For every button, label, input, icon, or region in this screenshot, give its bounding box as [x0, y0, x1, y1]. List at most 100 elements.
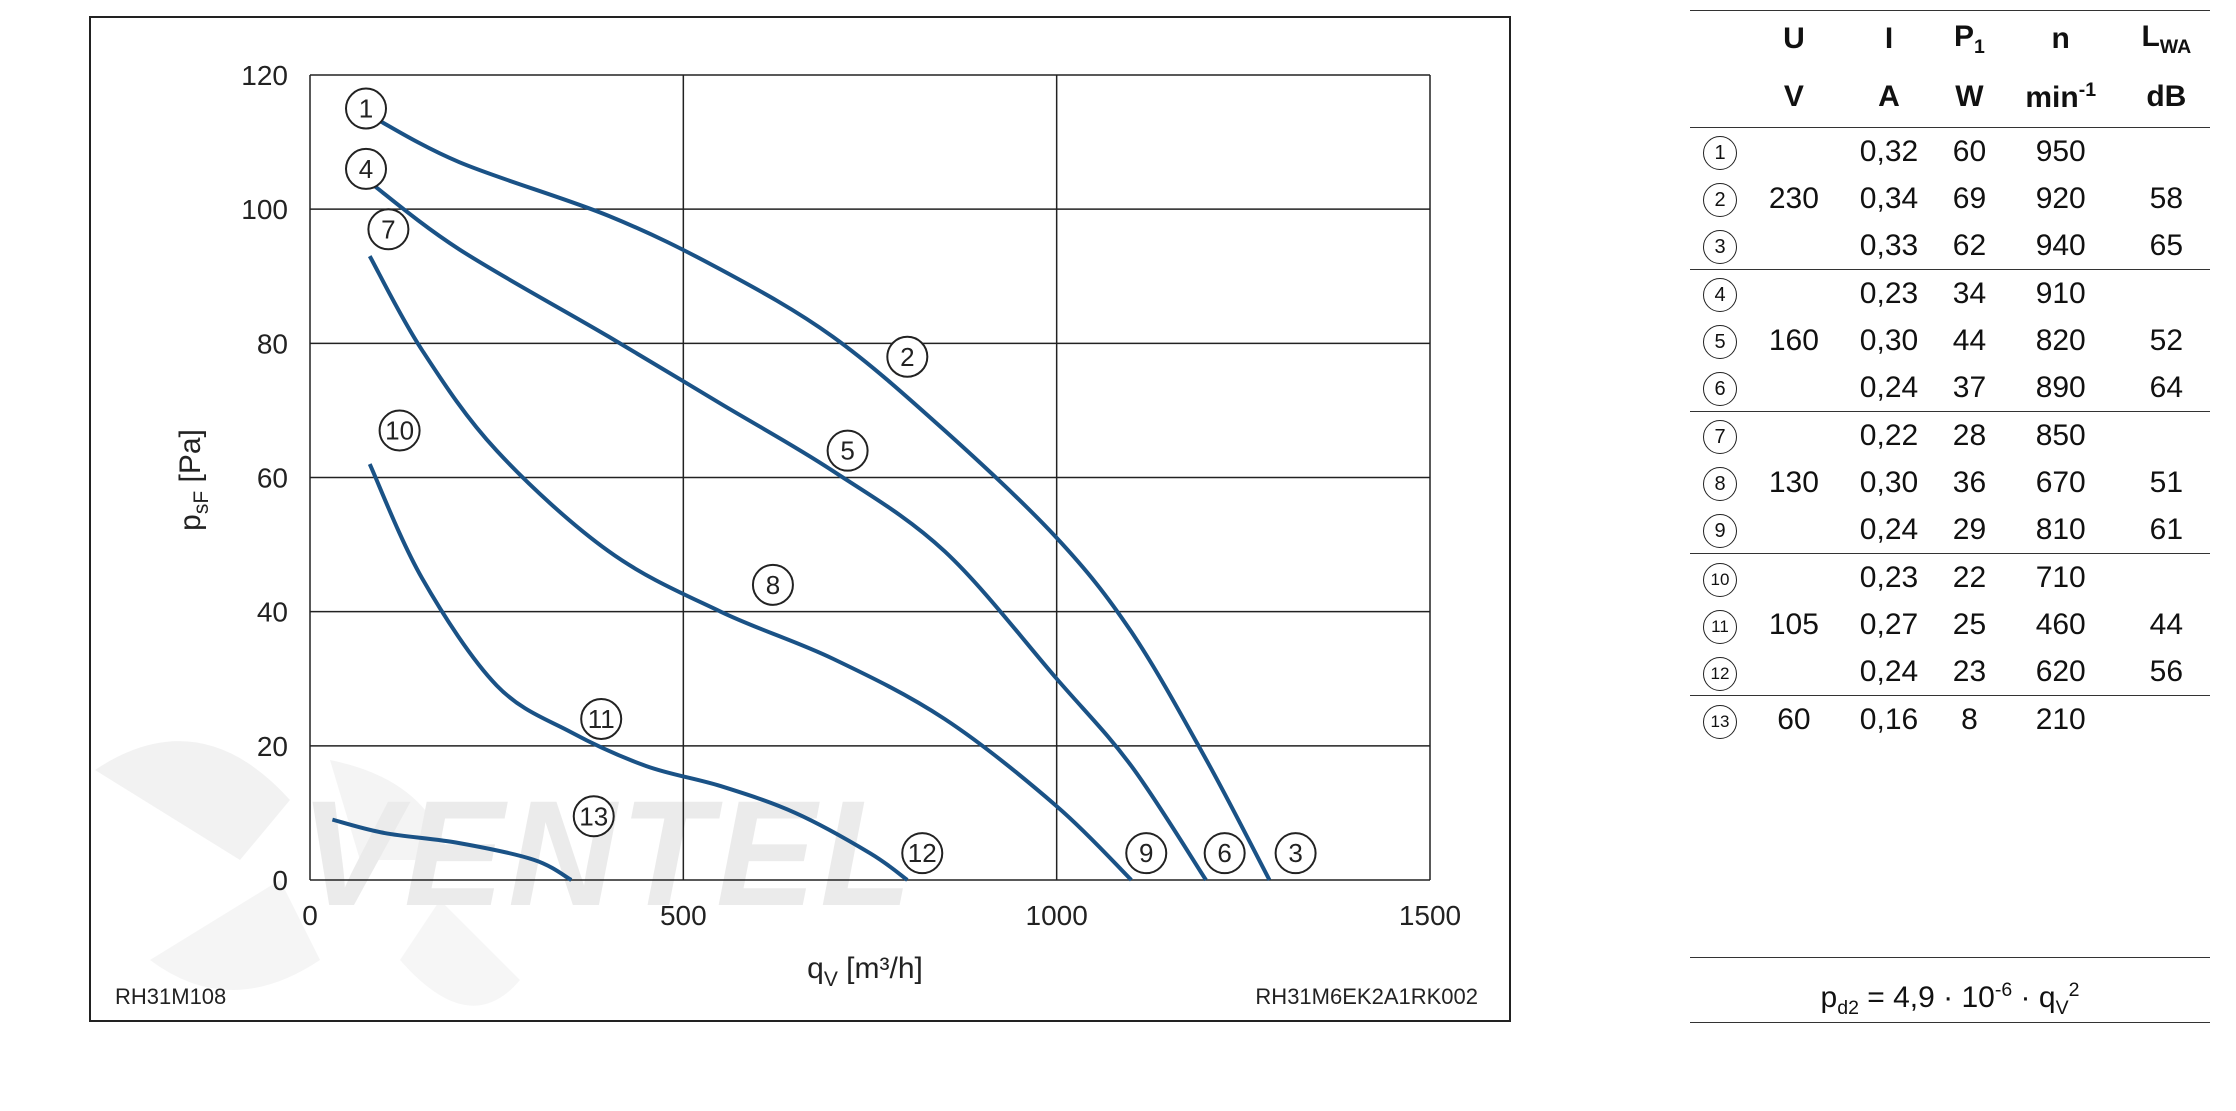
row-sound [2122, 269, 2210, 317]
row-id-circle: 12 [1703, 656, 1737, 691]
row-id-circle: 8 [1703, 467, 1737, 501]
row-speed: 710 [1998, 553, 2123, 601]
row-sound [2122, 553, 2210, 601]
row-power: 60 [1952, 134, 1987, 168]
row-power: 8 [1940, 695, 1999, 743]
curve-label: 7 [367, 208, 410, 251]
row-sound: 61 [2149, 512, 2184, 546]
x-tick-label: 500 [660, 900, 707, 931]
table-row: 8 130 0,30 36 670 51 [1690, 459, 2210, 506]
row-id: 13 [1690, 695, 1750, 743]
row-id-circle: 9 [1703, 514, 1737, 548]
curve-label-circle [901, 832, 944, 875]
row-id: 3 [1690, 222, 1750, 270]
curve-label-text: 13 [579, 801, 608, 831]
curve-label: 12 [901, 832, 944, 875]
row-id-circle: 11 [1703, 609, 1737, 644]
row-power: 36 [1952, 465, 1987, 499]
x-tick-label: 0 [302, 900, 318, 931]
curve-label-text: 3 [1288, 838, 1302, 868]
row-power: 44 [1952, 323, 1987, 357]
curve-label-circle [580, 698, 623, 740]
row-id-circle: 7 [1703, 420, 1737, 454]
chart-area: VENTEL 0 20 40 60 80 100 120 0 500 1000 1500 1 47 10… [89, 16, 1511, 1022]
y-tick-label: 40 [257, 597, 288, 628]
curve-label: 9 [1125, 832, 1168, 875]
y-tick-label: 60 [257, 463, 288, 494]
curve-label: 11 [580, 698, 623, 740]
curve-line-4 [331, 817, 573, 882]
curve-label-circle [345, 147, 387, 190]
table-row: 2 230 0,34 69 920 58 [1690, 175, 2210, 222]
header-i: I [1884, 22, 1894, 55]
row-voltage [1750, 269, 1838, 317]
curve-label-text: 7 [381, 214, 395, 244]
y-tick-label: 100 [241, 194, 288, 225]
row-id: 1 [1690, 128, 1750, 176]
curve-label-circle [1274, 832, 1317, 875]
row-speed: 910 [1998, 269, 2123, 317]
row-voltage [1750, 506, 1838, 554]
table-unit-row: V A W min-1 dB [1690, 67, 2210, 128]
motor-spec-table: U I P1 n LWA V A W min-1 dB 1 0,32 60 950 2 2… [1690, 10, 2210, 743]
row-speed: 810 [2035, 512, 2086, 546]
table-row: 3 0,33 62 940 65 [1690, 222, 2210, 270]
row-sound: 44 [2149, 607, 2184, 641]
row-voltage [1750, 128, 1838, 176]
grid [309, 74, 1431, 881]
x-tick-label: 1500 [1399, 900, 1461, 931]
y-axis-title: psF [Pa] [174, 429, 213, 531]
table-row: 4 0,23 34 910 [1690, 269, 2210, 317]
row-id: 8 [1690, 459, 1750, 506]
curve-label: 8 [751, 563, 794, 606]
row-id: 5 [1690, 317, 1750, 364]
curve-label-text: 10 [385, 416, 414, 446]
row-power: 69 [1952, 181, 1987, 215]
row-current: 0,33 [1859, 228, 1919, 262]
row-power: 62 [1952, 228, 1987, 262]
curve-label-circle [572, 795, 615, 838]
table-row: 5 160 0,30 44 820 52 [1690, 317, 2210, 364]
header-n: n [2051, 22, 2070, 55]
row-voltage: 160 [1768, 323, 1819, 357]
table-row: 10 0,23 22 710 [1690, 553, 2210, 601]
curve-label: 5 [826, 429, 869, 472]
table-body: 1 0,32 60 950 2 230 0,34 69 920 58 3 0,33 62 940 65 4 0,… [1690, 128, 2210, 743]
row-id-circle: 13 [1703, 704, 1737, 739]
table-row: 11 105 0,27 25 460 44 [1690, 601, 2210, 648]
curve-line-1 [368, 180, 1208, 882]
row-power: 23 [1952, 654, 1987, 688]
row-voltage: 60 [1750, 695, 1838, 743]
row-speed: 950 [2035, 134, 2086, 168]
row-speed: 620 [2035, 654, 2086, 688]
row-speed: 820 [2035, 323, 2086, 357]
unit-l: dB [2122, 67, 2210, 128]
row-id-circle: 5 [1703, 325, 1737, 359]
row-id: 2 [1690, 175, 1750, 222]
row-id-circle: 6 [1703, 372, 1737, 406]
row-voltage: 105 [1768, 607, 1819, 641]
header-l: LWA [2141, 19, 2192, 58]
row-id-circle: 4 [1703, 278, 1737, 312]
table-row: 9 0,24 29 810 61 [1690, 506, 2210, 554]
row-id: 6 [1690, 364, 1750, 412]
row-power: 25 [1952, 607, 1987, 641]
curve-label: 3 [1274, 832, 1317, 875]
curve-label-text: 8 [766, 570, 780, 600]
row-current: 0,24 [1859, 654, 1919, 688]
row-voltage [1750, 648, 1838, 696]
curve-label-circle [1125, 832, 1168, 875]
row-speed: 850 [1998, 411, 2123, 459]
row-sound [2123, 128, 2210, 176]
row-speed: 890 [2035, 370, 2086, 404]
ventel-watermark: VENTEL [95, 741, 912, 1006]
row-sound: 51 [2149, 465, 2184, 499]
row-sound: 65 [2149, 228, 2184, 262]
curve-label-text: 2 [900, 342, 914, 372]
row-current: 0,27 [1859, 607, 1919, 641]
row-current: 0,30 [1859, 323, 1919, 357]
row-power: 22 [1940, 553, 1999, 601]
dynamic-pressure-formula: pd2 = 4,9 · 10-6 · qV2 [1690, 957, 2210, 1023]
curve-label-circle [751, 563, 794, 606]
table-header-row: U I P1 n LWA [1690, 10, 2210, 68]
